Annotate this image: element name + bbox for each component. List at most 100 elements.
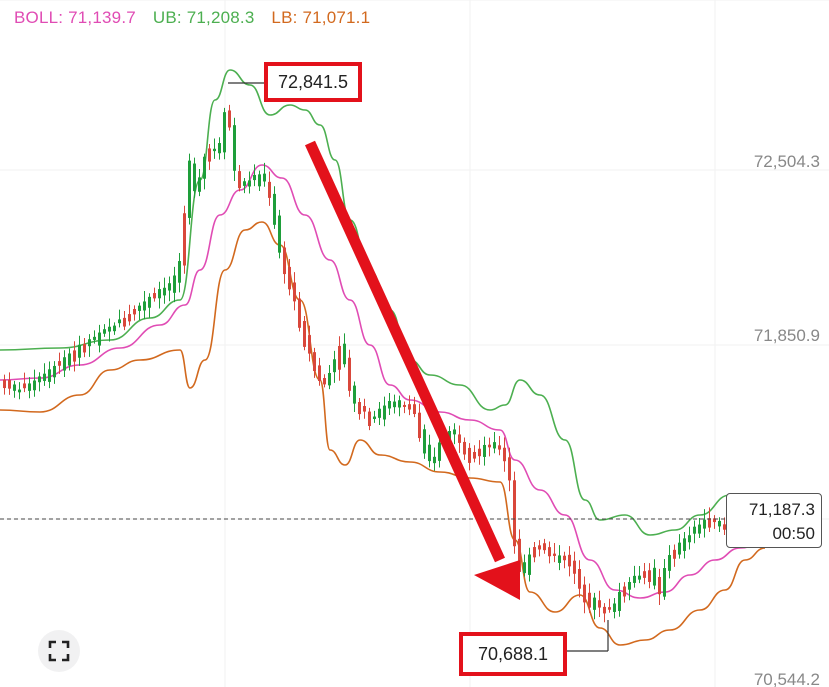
candle-body xyxy=(68,353,71,366)
candle xyxy=(463,437,466,460)
candle xyxy=(708,507,711,533)
candle-body xyxy=(638,575,641,580)
price-tick-label: 70,544.2 xyxy=(754,670,820,687)
candle-body xyxy=(423,429,426,454)
candlesticks xyxy=(3,104,731,623)
candle xyxy=(318,357,321,386)
candle xyxy=(223,107,226,160)
candle xyxy=(368,407,371,431)
candle-body xyxy=(273,193,276,225)
candle-body xyxy=(53,365,56,378)
candle xyxy=(613,598,616,619)
candle-body xyxy=(683,538,686,551)
candle xyxy=(543,538,546,554)
candle-body xyxy=(618,591,621,611)
lb-value: LB: 71,071.1 xyxy=(271,8,371,27)
candle xyxy=(673,544,676,567)
candle-body xyxy=(598,600,601,608)
candle-body xyxy=(348,357,351,391)
candle-body xyxy=(388,400,391,409)
candle xyxy=(398,395,401,417)
candle xyxy=(558,545,561,571)
middle-band-line xyxy=(0,164,761,599)
candle-body xyxy=(253,174,256,181)
candle-body xyxy=(278,215,281,253)
candle xyxy=(258,170,261,191)
candle xyxy=(478,440,481,465)
candle xyxy=(593,592,596,620)
candle xyxy=(718,517,721,532)
candle-body xyxy=(268,181,271,198)
candle-body xyxy=(93,336,96,340)
candle-body xyxy=(623,586,626,597)
candle xyxy=(453,423,456,445)
candle-body xyxy=(478,448,481,457)
candle-body xyxy=(158,289,161,299)
candle-body xyxy=(298,298,301,328)
candle xyxy=(413,396,416,418)
candle xyxy=(503,437,506,472)
candle-body xyxy=(703,519,706,529)
indicator-legend: BOLL: 71,139.7 UB: 71,208.3 LB: 71,071.1 xyxy=(14,8,382,28)
candle-body xyxy=(113,325,116,332)
candle-body xyxy=(3,379,6,389)
candle xyxy=(198,168,201,197)
candle xyxy=(53,361,56,384)
candle-body xyxy=(408,404,411,410)
candle-body xyxy=(693,526,696,534)
candle xyxy=(323,374,326,388)
candle xyxy=(128,304,131,326)
candle xyxy=(628,577,631,601)
fullscreen-button[interactable] xyxy=(38,630,80,672)
candle xyxy=(348,349,351,397)
candle xyxy=(18,382,21,400)
candle xyxy=(508,447,511,492)
candle-body xyxy=(168,283,171,291)
candle xyxy=(333,350,336,383)
high-price-label: 72,841.5 xyxy=(277,71,349,92)
candle xyxy=(538,540,541,557)
candle xyxy=(393,394,396,414)
candle-body xyxy=(538,545,541,550)
candle-body xyxy=(178,261,181,283)
candle xyxy=(638,566,641,584)
candle xyxy=(133,305,136,321)
candle xyxy=(403,401,406,414)
candle-body xyxy=(323,378,326,385)
current-price-value: 71,187.3 xyxy=(748,500,815,519)
candle xyxy=(588,583,591,613)
candle-body xyxy=(48,369,51,382)
candle xyxy=(493,431,496,454)
candle xyxy=(373,410,376,423)
candle xyxy=(418,403,421,442)
candle-body xyxy=(698,524,701,534)
candle-body xyxy=(473,451,476,459)
candle xyxy=(328,365,331,390)
candle-body xyxy=(223,112,226,153)
candle-body xyxy=(23,383,26,389)
candle-body xyxy=(363,406,366,412)
candle-body xyxy=(653,567,656,586)
candle-body xyxy=(73,350,76,362)
candle xyxy=(698,518,701,538)
candle xyxy=(603,603,606,623)
candle-body xyxy=(208,148,211,162)
candle-body xyxy=(173,275,176,293)
candle xyxy=(163,277,166,304)
candle xyxy=(713,515,716,529)
candle xyxy=(528,547,531,582)
candle-body xyxy=(418,412,421,439)
candle-body xyxy=(218,143,221,154)
candle-body xyxy=(338,345,341,370)
candle xyxy=(563,551,566,569)
candle xyxy=(533,542,536,563)
candle-body xyxy=(643,571,646,578)
candle-body xyxy=(13,384,16,391)
candle xyxy=(633,565,636,588)
candle-body xyxy=(128,314,131,322)
candle-body xyxy=(383,405,386,420)
candle-body xyxy=(633,575,636,583)
candle xyxy=(178,252,181,293)
candle-body xyxy=(533,547,536,558)
